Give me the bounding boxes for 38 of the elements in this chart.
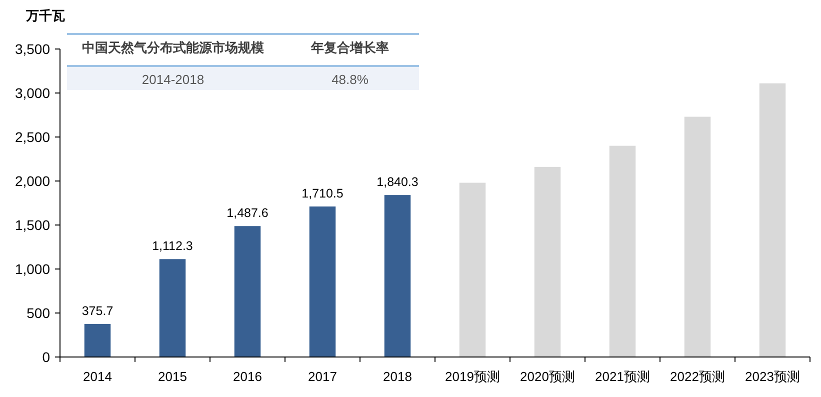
bar (384, 195, 411, 357)
y-tick-label: 0 (42, 349, 50, 365)
y-tick-label: 1,500 (14, 217, 50, 233)
y-tick-label: 3,000 (14, 85, 50, 101)
data-label: 375.7 (82, 304, 114, 318)
annotation: 48.8% (332, 72, 369, 87)
y-axis-title: 万千瓦 (25, 8, 65, 23)
bar (159, 259, 186, 357)
bar (534, 166, 561, 357)
bar (684, 116, 711, 357)
bar (309, 206, 336, 357)
annotation: 年复合增长率 (310, 40, 389, 55)
data-label: 1,710.5 (302, 186, 344, 200)
y-tick-label: 2,500 (14, 129, 50, 145)
y-tick-label: 2,000 (14, 173, 50, 189)
bar (459, 182, 486, 357)
y-tick-label: 3,500 (14, 41, 50, 57)
x-tick-label: 2016 (233, 369, 262, 384)
annotation: 中国天然气分布式能源市场规模 (82, 40, 264, 55)
bar (759, 83, 786, 357)
y-tick-label: 500 (26, 305, 50, 321)
x-tick-label: 2021预测 (595, 369, 650, 384)
data-label: 1,112.3 (152, 239, 193, 254)
x-tick-label: 2018 (383, 369, 412, 384)
x-tick-label: 2015 (158, 369, 187, 384)
x-tick-label: 2019预测 (445, 369, 500, 384)
data-label: 1,840.3 (376, 175, 418, 190)
bar (609, 146, 636, 357)
bar (234, 226, 261, 357)
x-tick-label: 2023预测 (745, 369, 800, 384)
x-tick-label: 2022预测 (670, 369, 725, 384)
x-tick-label: 2020预测 (520, 369, 575, 384)
data-label: 1,487.6 (226, 206, 268, 220)
bar (84, 324, 111, 357)
x-tick-label: 2017 (308, 369, 337, 384)
annotation: 2014-2018 (142, 72, 204, 87)
x-tick-label: 2014 (83, 369, 112, 384)
y-tick-label: 1,000 (14, 261, 50, 277)
